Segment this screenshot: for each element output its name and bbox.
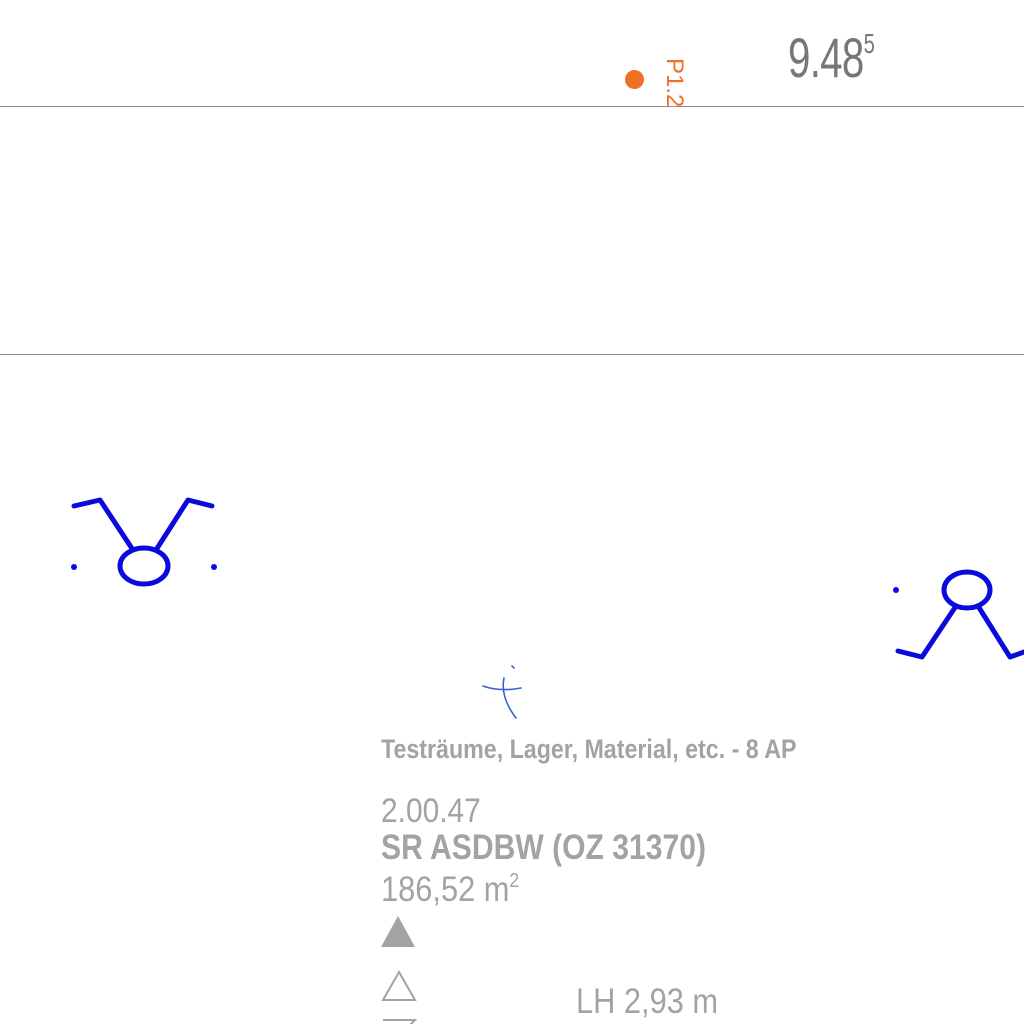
fixture-dot-right [211,564,217,570]
fixture-dot-right-symbol [893,587,899,593]
room-area-value: 186,52 m [381,870,510,909]
room-area-unit-sup: 2 [509,870,520,892]
dimension-value: 9.48 [788,26,864,89]
level-marker-partial-icon [383,1019,417,1024]
fixture-symbol-right[interactable] [895,569,1024,660]
point-marker-dot[interactable] [625,70,644,89]
dimension-label: 9.485 [788,28,875,86]
room-usage-label: Testräume, Lager, Material, etc. - 8 AP [381,734,797,764]
wall-line-top [0,106,1024,107]
room-area: 186,52 m2 [381,870,519,910]
fixture-symbol-left[interactable] [71,497,215,587]
dimension-superscript: 5 [863,28,875,59]
room-clear-height: LH 2,93 m [576,982,719,1021]
room-number: 2.00.47 [381,792,481,830]
room-name: SR ASDBW (OZ 31370) [381,828,707,867]
fixture-dot-left [71,564,77,570]
level-marker-outline-icon [381,970,417,1001]
level-marker-filled-icon [381,916,415,947]
wall-line-middle [0,354,1024,355]
origin-mark-icon [482,665,522,719]
